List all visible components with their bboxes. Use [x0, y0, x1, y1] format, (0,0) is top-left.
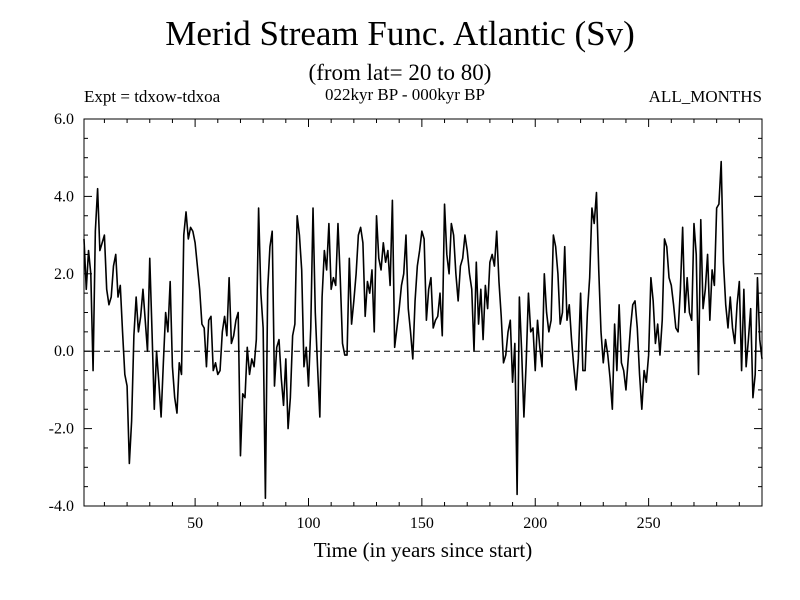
y-tick-label: -2.0	[49, 421, 74, 438]
y-tick-label: 4.0	[54, 188, 74, 205]
y-tick-label: 6.0	[54, 111, 74, 128]
x-axis-label: Time (in years since start)	[313, 538, 533, 562]
x-tick-label: 50	[187, 515, 203, 532]
y-tick-label: 0.0	[54, 343, 74, 360]
experiment-label: Expt = tdxow-tdxoa	[84, 87, 221, 106]
chart-title: Merid Stream Func. Atlantic (Sv)	[165, 14, 635, 53]
x-tick-label: 150	[410, 515, 434, 532]
plot-frame	[83, 118, 763, 507]
axis-ticks	[84, 118, 762, 507]
series-line	[83, 160, 763, 500]
x-tick-label: 250	[637, 515, 661, 532]
y-tick-label: -4.0	[49, 498, 74, 515]
x-tick-label: 100	[296, 515, 320, 532]
x-tick-label: 200	[523, 515, 547, 532]
tick-labels: 50 100 150 200 250 -4.0 -2.0 0.0 2.0 4.0 6.0	[49, 111, 661, 532]
period-label: 022kyr BP - 000kyr BP	[325, 85, 485, 104]
months-label: ALL_MONTHS	[648, 87, 762, 106]
y-tick-label: 2.0	[54, 266, 74, 283]
chart-subtitle: (from lat= 20 to 80)	[308, 60, 492, 85]
